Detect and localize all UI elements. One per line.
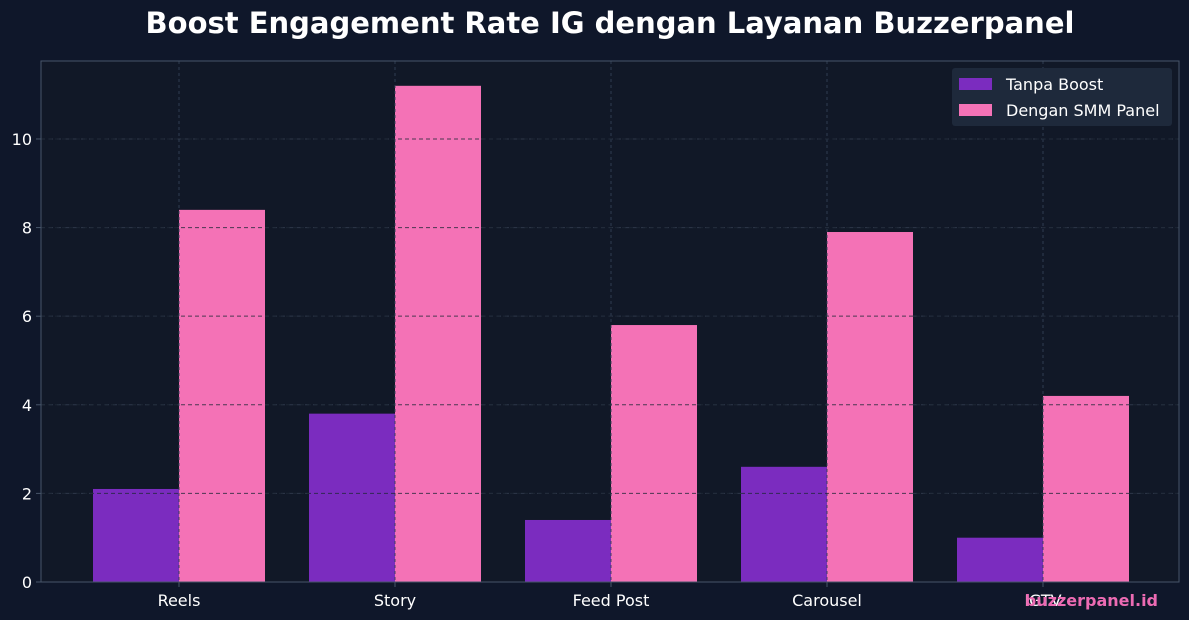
bars: [93, 85, 1129, 583]
bar-tanpa-boost-igtv: [957, 537, 1043, 582]
legend-swatch-dengan-smm-panel: [959, 104, 992, 116]
bar-tanpa-boost-reels: [93, 488, 179, 582]
x-tick-label-igtv: IGTV: [1024, 591, 1061, 610]
y-tick-label: 0: [22, 573, 32, 592]
bar-dengan-smm-panel-carousel: [827, 232, 913, 583]
horizontal-grid-overlay: [41, 138, 1179, 494]
watermark: buzzerpanel.id: [1025, 591, 1158, 610]
y-tick-label: 2: [22, 484, 32, 503]
bar-dengan-smm-panel-igtv: [1043, 395, 1129, 582]
legend-box: [952, 68, 1172, 126]
x-tick-label-feed-post: Feed Post: [573, 591, 650, 610]
bar-tanpa-boost-feed-post: [525, 519, 611, 582]
bar-tanpa-boost-carousel: [741, 466, 827, 582]
x-tick-label-carousel: Carousel: [792, 591, 862, 610]
bar-dengan-smm-panel-story: [395, 85, 481, 583]
legend: Tanpa Boost Dengan SMM Panel: [952, 68, 1172, 126]
axes: [40, 60, 1180, 583]
y-tick-label: 10: [12, 130, 32, 149]
y-tick-label: 8: [22, 219, 32, 238]
legend-swatch-tanpa-boost: [959, 78, 992, 90]
y-tick-label: 4: [22, 396, 32, 415]
legend-label-tanpa-boost: Tanpa Boost: [1005, 75, 1103, 94]
x-tick-label-reels: Reels: [158, 591, 201, 610]
bar-dengan-smm-panel-reels: [179, 209, 265, 582]
plot-frame: [40, 60, 1180, 583]
vertical-grid-lines: [178, 61, 1044, 582]
chart-title: Boost Engagement Rate IG dengan Layanan …: [146, 6, 1075, 40]
y-tick-label: 6: [22, 307, 32, 326]
legend-label-dengan-smm-panel: Dengan SMM Panel: [1006, 101, 1160, 120]
x-tick-label-story: Story: [374, 591, 416, 610]
bar-dengan-smm-panel-feed-post: [611, 325, 697, 582]
bar-tanpa-boost-story: [309, 413, 395, 582]
y-tick-labels: 0 2 4 6 8 10: [12, 130, 41, 592]
x-tick-labels: Reels Story Feed Post Carousel IGTV: [158, 582, 1062, 610]
